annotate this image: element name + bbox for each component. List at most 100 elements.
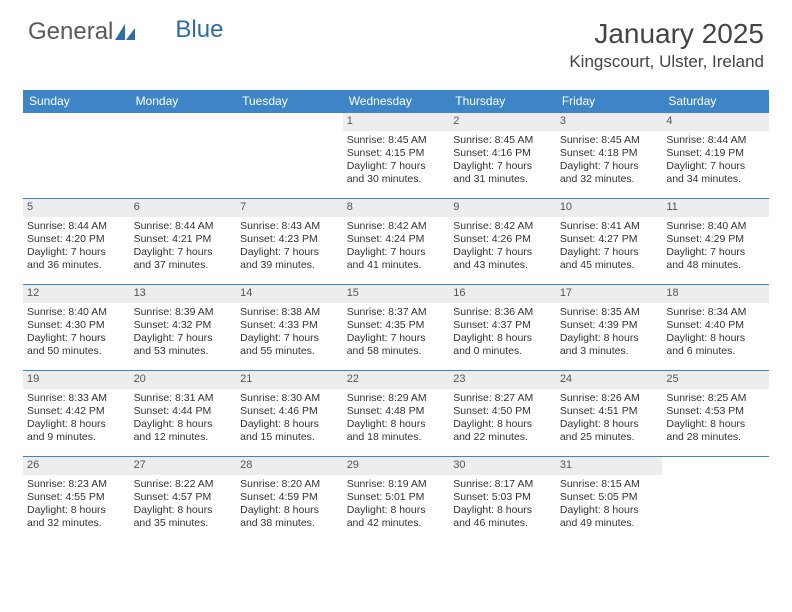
sunset-text: Sunset: 4:53 PM xyxy=(666,405,765,418)
calendar-cell: 14Sunrise: 8:38 AMSunset: 4:33 PMDayligh… xyxy=(236,285,343,371)
day-number: 28 xyxy=(236,457,343,475)
daylight-text: Daylight: 8 hours and 6 minutes. xyxy=(666,332,765,358)
day-content: Sunrise: 8:26 AMSunset: 4:51 PMDaylight:… xyxy=(556,391,663,445)
sunset-text: Sunset: 4:32 PM xyxy=(134,319,233,332)
month-title: January 2025 xyxy=(569,18,764,50)
sunset-text: Sunset: 4:40 PM xyxy=(666,319,765,332)
calendar-week: 5Sunrise: 8:44 AMSunset: 4:20 PMDaylight… xyxy=(23,199,769,285)
day-content: Sunrise: 8:27 AMSunset: 4:50 PMDaylight:… xyxy=(449,391,556,445)
location-subtitle: Kingscourt, Ulster, Ireland xyxy=(569,52,764,72)
sunrise-text: Sunrise: 8:15 AM xyxy=(560,478,659,491)
daylight-text: Daylight: 8 hours and 32 minutes. xyxy=(27,504,126,530)
day-header: Sunday xyxy=(23,90,130,113)
day-content: Sunrise: 8:20 AMSunset: 4:59 PMDaylight:… xyxy=(236,477,343,531)
sunrise-text: Sunrise: 8:23 AM xyxy=(27,478,126,491)
daylight-text: Daylight: 7 hours and 36 minutes. xyxy=(27,246,126,272)
sunrise-text: Sunrise: 8:44 AM xyxy=(27,220,126,233)
daylight-text: Daylight: 8 hours and 12 minutes. xyxy=(134,418,233,444)
calendar-cell: 10Sunrise: 8:41 AMSunset: 4:27 PMDayligh… xyxy=(556,199,663,285)
day-content: Sunrise: 8:23 AMSunset: 4:55 PMDaylight:… xyxy=(23,477,130,531)
sunset-text: Sunset: 4:55 PM xyxy=(27,491,126,504)
day-number: 2 xyxy=(449,113,556,131)
day-number: 29 xyxy=(343,457,450,475)
daylight-text: Daylight: 8 hours and 46 minutes. xyxy=(453,504,552,530)
sunrise-text: Sunrise: 8:41 AM xyxy=(560,220,659,233)
day-header: Tuesday xyxy=(236,90,343,113)
day-header: Saturday xyxy=(662,90,769,113)
day-content: Sunrise: 8:36 AMSunset: 4:37 PMDaylight:… xyxy=(449,305,556,359)
day-number: 17 xyxy=(556,285,663,303)
daylight-text: Daylight: 7 hours and 41 minutes. xyxy=(347,246,446,272)
sunset-text: Sunset: 5:05 PM xyxy=(560,491,659,504)
sunrise-text: Sunrise: 8:17 AM xyxy=(453,478,552,491)
sunset-text: Sunset: 4:46 PM xyxy=(240,405,339,418)
sunset-text: Sunset: 4:57 PM xyxy=(134,491,233,504)
day-content: Sunrise: 8:22 AMSunset: 4:57 PMDaylight:… xyxy=(130,477,237,531)
calendar-cell xyxy=(662,457,769,543)
day-content: Sunrise: 8:29 AMSunset: 4:48 PMDaylight:… xyxy=(343,391,450,445)
daylight-text: Daylight: 7 hours and 43 minutes. xyxy=(453,246,552,272)
day-number: 7 xyxy=(236,199,343,217)
sunrise-text: Sunrise: 8:38 AM xyxy=(240,306,339,319)
daylight-text: Daylight: 8 hours and 49 minutes. xyxy=(560,504,659,530)
sunrise-text: Sunrise: 8:43 AM xyxy=(240,220,339,233)
sunset-text: Sunset: 4:59 PM xyxy=(240,491,339,504)
sunset-text: Sunset: 4:27 PM xyxy=(560,233,659,246)
daylight-text: Daylight: 7 hours and 37 minutes. xyxy=(134,246,233,272)
daylight-text: Daylight: 7 hours and 39 minutes. xyxy=(240,246,339,272)
sunset-text: Sunset: 4:23 PM xyxy=(240,233,339,246)
sunset-text: Sunset: 4:37 PM xyxy=(453,319,552,332)
day-number: 11 xyxy=(662,199,769,217)
day-number: 23 xyxy=(449,371,556,389)
sunset-text: Sunset: 4:51 PM xyxy=(560,405,659,418)
day-number: 24 xyxy=(556,371,663,389)
day-content: Sunrise: 8:39 AMSunset: 4:32 PMDaylight:… xyxy=(130,305,237,359)
daylight-text: Daylight: 8 hours and 22 minutes. xyxy=(453,418,552,444)
day-number: 30 xyxy=(449,457,556,475)
logo-text-1: General xyxy=(28,18,113,46)
day-content: Sunrise: 8:33 AMSunset: 4:42 PMDaylight:… xyxy=(23,391,130,445)
sunset-text: Sunset: 4:30 PM xyxy=(27,319,126,332)
sunrise-text: Sunrise: 8:30 AM xyxy=(240,392,339,405)
sunrise-text: Sunrise: 8:45 AM xyxy=(453,134,552,147)
daylight-text: Daylight: 7 hours and 58 minutes. xyxy=(347,332,446,358)
sunset-text: Sunset: 4:21 PM xyxy=(134,233,233,246)
calendar-week: 1Sunrise: 8:45 AMSunset: 4:15 PMDaylight… xyxy=(23,113,769,199)
day-number: 13 xyxy=(130,285,237,303)
day-number: 18 xyxy=(662,285,769,303)
sunrise-text: Sunrise: 8:40 AM xyxy=(27,306,126,319)
sunrise-text: Sunrise: 8:36 AM xyxy=(453,306,552,319)
calendar-cell: 23 Sunrise: 8:27 AMSunset: 4:50 PMDayligh… xyxy=(449,371,556,457)
calendar-cell: 17Sunrise: 8:35 AMSunset: 4:39 PMDayligh… xyxy=(556,285,663,371)
calendar-cell: 24 Sunrise: 8:26 AMSunset: 4:51 PMDayligh… xyxy=(556,371,663,457)
day-content: Sunrise: 8:40 AMSunset: 4:29 PMDaylight:… xyxy=(662,219,769,273)
sunrise-text: Sunrise: 8:25 AM xyxy=(666,392,765,405)
sunset-text: Sunset: 4:33 PM xyxy=(240,319,339,332)
sunrise-text: Sunrise: 8:19 AM xyxy=(347,478,446,491)
day-number: 14 xyxy=(236,285,343,303)
calendar-cell: 31Sunrise: 8:15 AMSunset: 5:05 PMDayligh… xyxy=(556,457,663,543)
day-header: Friday xyxy=(556,90,663,113)
calendar-cell: 4Sunrise: 8:44 AMSunset: 4:19 PMDaylight… xyxy=(662,113,769,199)
day-content: Sunrise: 8:45 AMSunset: 4:18 PMDaylight:… xyxy=(556,133,663,187)
sunrise-text: Sunrise: 8:22 AM xyxy=(134,478,233,491)
sunrise-text: Sunrise: 8:33 AM xyxy=(27,392,126,405)
sunrise-text: Sunrise: 8:40 AM xyxy=(666,220,765,233)
day-number: 21 xyxy=(236,371,343,389)
logo-text-2: Blue xyxy=(175,16,223,44)
sunset-text: Sunset: 4:16 PM xyxy=(453,147,552,160)
day-content: Sunrise: 8:37 AMSunset: 4:35 PMDaylight:… xyxy=(343,305,450,359)
day-number: 16 xyxy=(449,285,556,303)
sunset-text: Sunset: 4:19 PM xyxy=(666,147,765,160)
calendar-cell: 12Sunrise: 8:40 AMSunset: 4:30 PMDayligh… xyxy=(23,285,130,371)
sunset-text: Sunset: 4:35 PM xyxy=(347,319,446,332)
day-header: Thursday xyxy=(449,90,556,113)
sunrise-text: Sunrise: 8:35 AM xyxy=(560,306,659,319)
calendar-cell: 25Sunrise: 8:25 AMSunset: 4:53 PMDayligh… xyxy=(662,371,769,457)
calendar-cell: 29Sunrise: 8:19 AMSunset: 5:01 PMDayligh… xyxy=(343,457,450,543)
day-number: 9 xyxy=(449,199,556,217)
sunrise-text: Sunrise: 8:45 AM xyxy=(347,134,446,147)
calendar-cell: 9Sunrise: 8:42 AMSunset: 4:26 PMDaylight… xyxy=(449,199,556,285)
day-content: Sunrise: 8:40 AMSunset: 4:30 PMDaylight:… xyxy=(23,305,130,359)
calendar-week: 26Sunrise: 8:23 AMSunset: 4:55 PMDayligh… xyxy=(23,457,769,543)
